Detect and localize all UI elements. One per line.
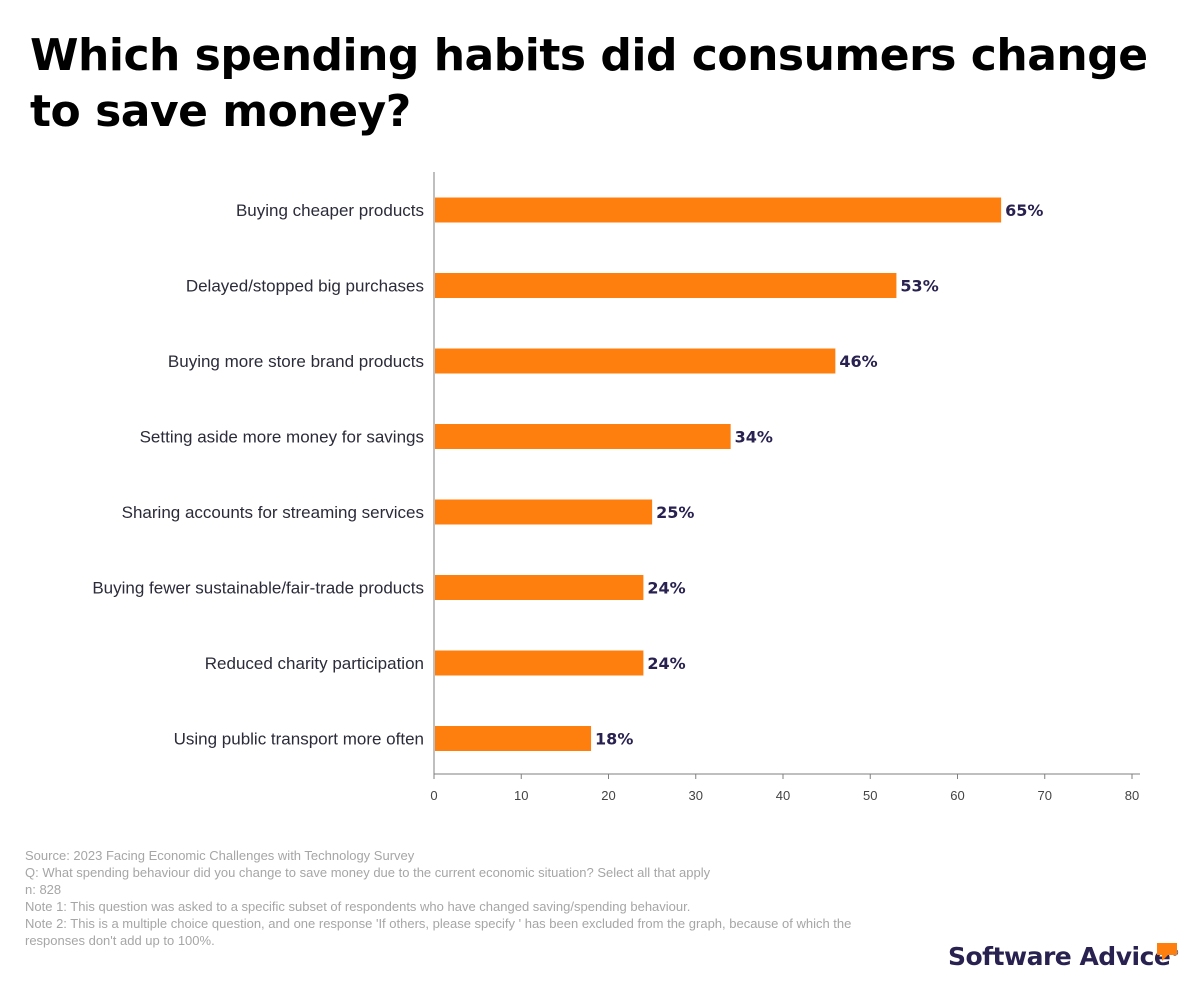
data-label: 53% [900,277,938,296]
data-label: 34% [735,428,773,447]
category-label: Buying cheaper products [236,201,424,220]
bar [435,273,897,298]
category-label: Delayed/stopped big purchases [186,277,424,296]
category-label: Sharing accounts for streaming services [122,503,424,522]
bar [435,499,653,525]
bar [435,197,1002,223]
footnote-sample-size: n: 828 [25,882,62,897]
chart-title: Which spending habits did consumers chan… [30,30,1148,137]
bar [435,726,592,751]
category-label: Using public transport more often [174,730,424,749]
data-label: 18% [595,730,633,749]
bar [435,424,731,449]
category-label: Buying fewer sustainable/fair-trade prod… [92,579,424,598]
data-label: 24% [647,579,685,598]
x-tick-label: 70 [1038,788,1052,803]
footnotes: Source: 2023 Facing Economic Challenges … [25,847,885,949]
footnote-question: Q: What spending behaviour did you chang… [25,865,711,880]
category-label: Setting aside more money for savings [140,428,424,447]
bar [435,650,644,676]
x-tick-label: 10 [514,788,528,803]
x-tick-label: 50 [863,788,877,803]
data-label: 46% [839,352,877,371]
footnote-note-2: Note 2: This is a multiple choice questi… [25,916,852,948]
bar [435,575,644,600]
data-label: 24% [647,654,685,673]
data-label: 25% [656,503,694,522]
bar-chart: 0 10 20 30 40 50 60 70 80 Buying cheaper products… [92,172,1140,803]
x-tick-label: 20 [601,788,615,803]
speech-bubble-icon [1157,943,1177,961]
brand-logo: Software Advice® [948,940,1179,980]
x-tick-label: 0 [430,788,437,803]
category-label: Buying more store brand products [168,352,424,371]
data-label: 65% [1005,201,1043,220]
x-tick-label: 30 [689,788,703,803]
x-tick-label: 80 [1125,788,1139,803]
x-tick-label: 40 [776,788,790,803]
brand-name: Software Advice® [948,942,1179,971]
bar [435,348,836,374]
x-tick-label: 60 [950,788,964,803]
footnote-source: Source: 2023 Facing Economic Challenges … [25,848,415,863]
footnote-note-1: Note 1: This question was asked to a spe… [25,899,691,914]
category-label: Reduced charity participation [205,654,424,673]
